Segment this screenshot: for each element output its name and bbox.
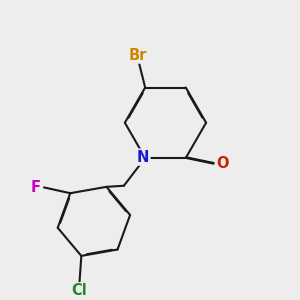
- Text: O: O: [216, 156, 228, 171]
- Text: F: F: [31, 180, 40, 195]
- Text: Cl: Cl: [71, 283, 87, 298]
- Text: Br: Br: [129, 47, 147, 62]
- Text: N: N: [137, 150, 149, 165]
